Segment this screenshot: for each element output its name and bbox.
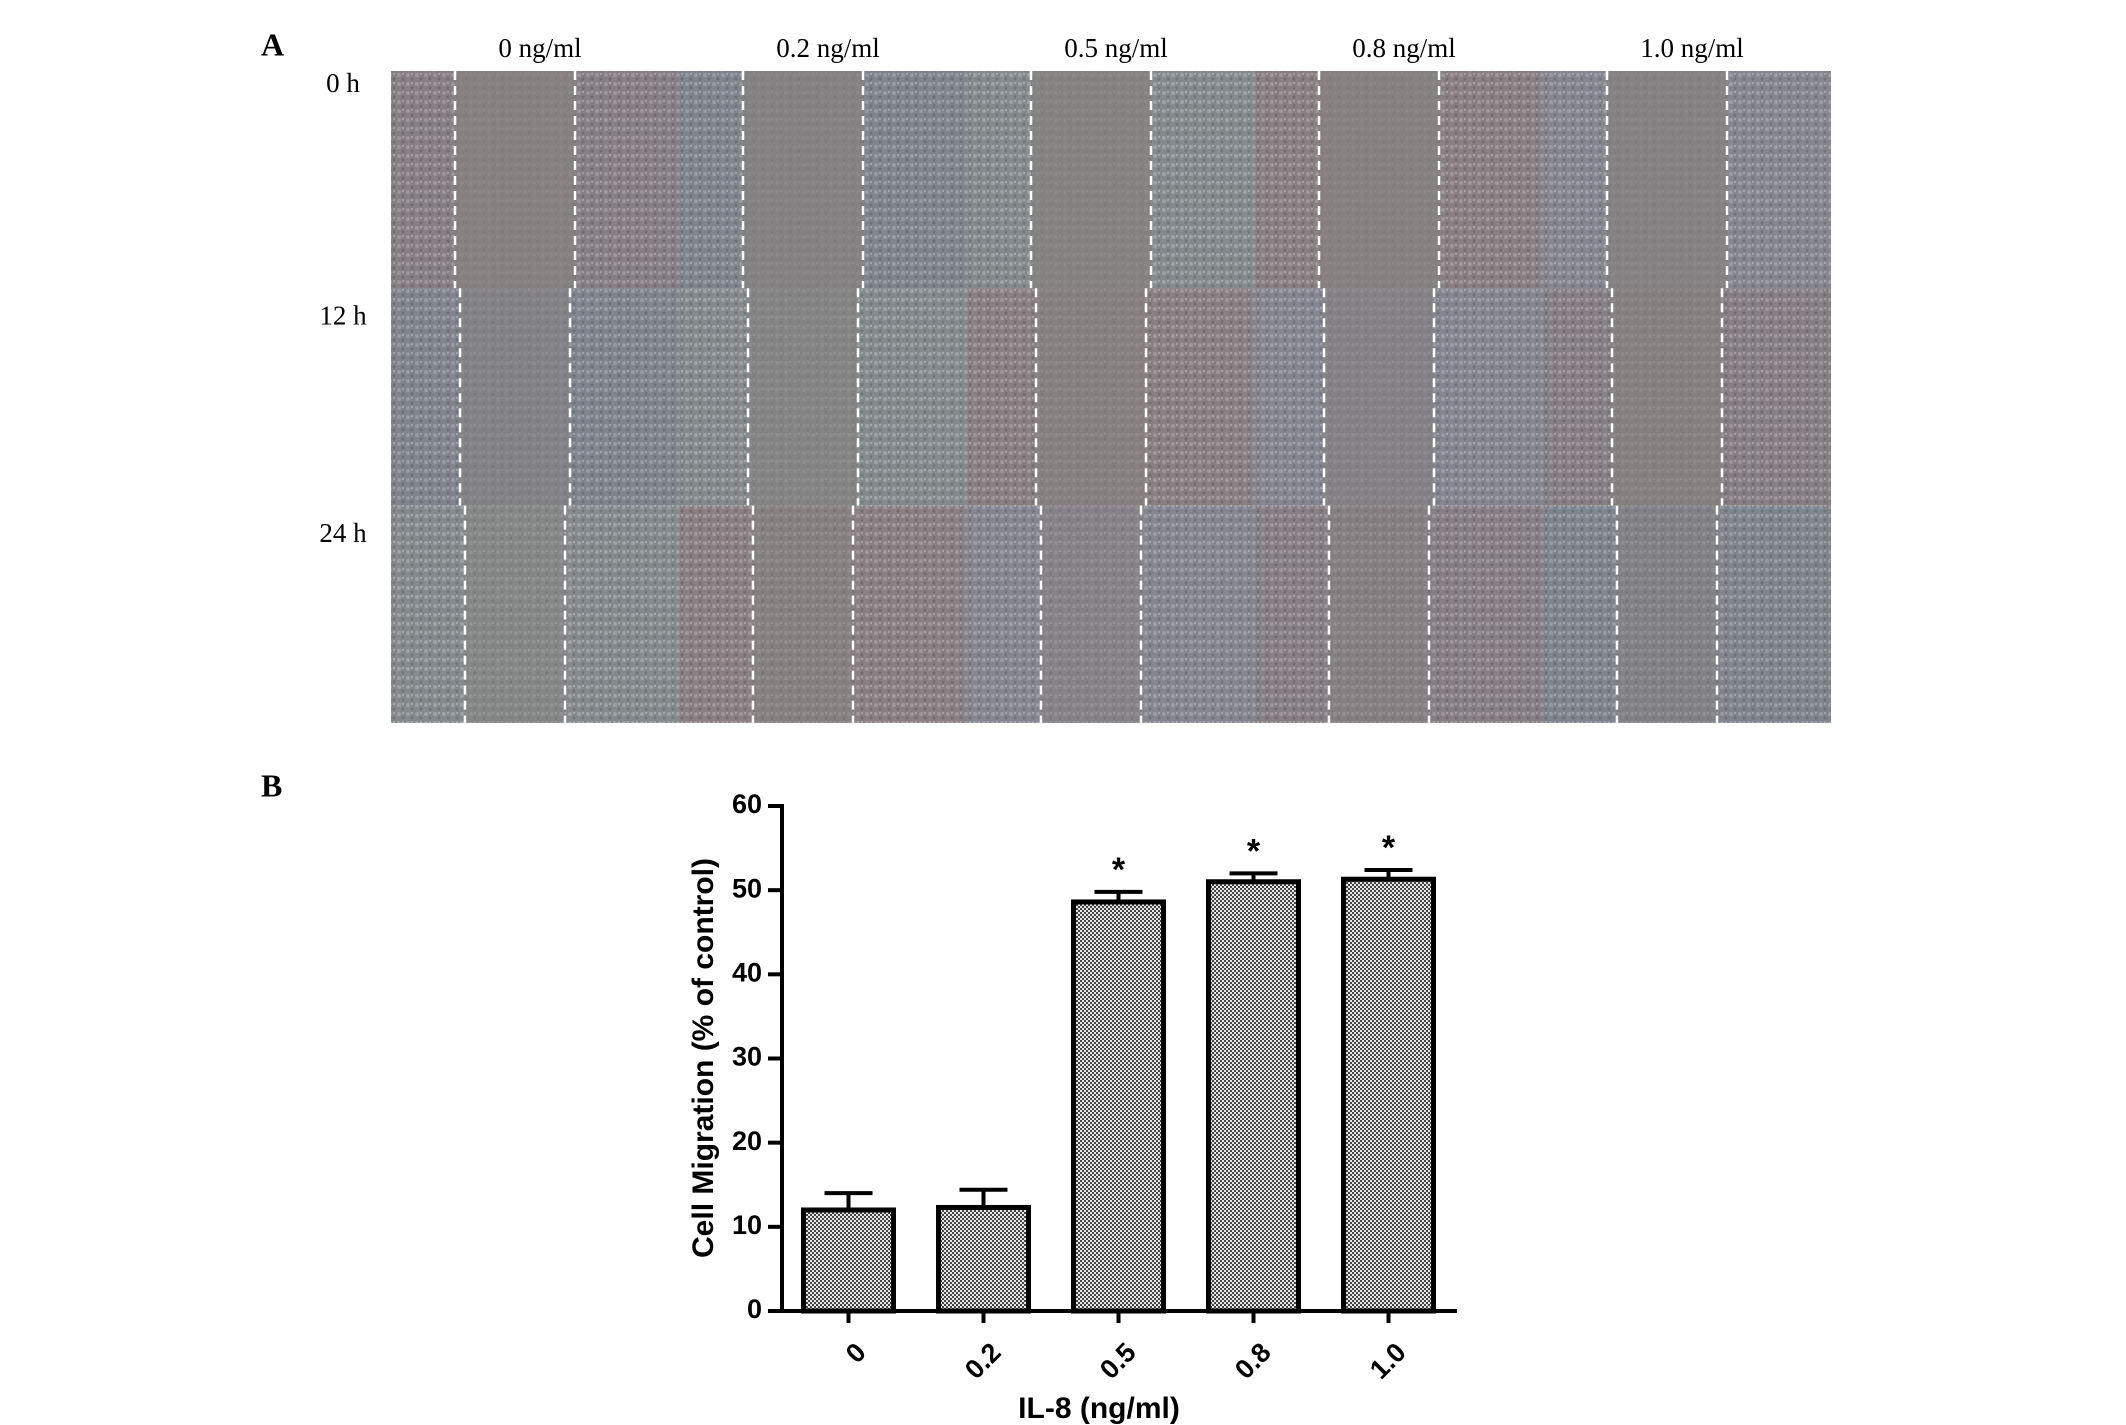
row-label: 24 h [319, 518, 367, 548]
wound-gap [1607, 71, 1727, 289]
panel-label: A [261, 26, 284, 62]
x-tick-label: 0 [840, 1337, 872, 1369]
wound-gap [1031, 71, 1151, 289]
wound-gap [1617, 505, 1717, 723]
wound-gap [1612, 288, 1722, 506]
y-tick-label: 10 [732, 1210, 762, 1240]
significance-marker: * [1247, 832, 1261, 870]
micrograph [391, 505, 679, 723]
y-axis-label: Cell Migration (% of control) [687, 858, 720, 1258]
micrograph-tint [679, 505, 967, 723]
row-label: 12 h [319, 301, 367, 331]
microscopy-grid: 0 h 12 h 24 h 0 ng/ml 0.2 ng/ml 0.5 ng/ml 0.8 … [319, 33, 1831, 723]
column-label: 0 ng/ml [498, 33, 581, 63]
wound-gap [743, 71, 863, 289]
bar [1071, 899, 1166, 1314]
significance-marker: * [1112, 851, 1126, 889]
micrograph-tint [967, 505, 1255, 723]
y-tick-label: 60 [732, 789, 762, 819]
wound-gap [1324, 288, 1434, 506]
x-tick-label: 0.8 [1229, 1337, 1277, 1385]
error-bar [824, 1191, 873, 1210]
micrograph-tint [391, 505, 679, 723]
wound-gap [753, 505, 853, 723]
y-tick-label: 30 [732, 1042, 762, 1072]
panel-label: B [261, 767, 282, 803]
micrograph [967, 505, 1255, 723]
column-label: 1.0 ng/ml [1640, 33, 1744, 63]
wound-gap [1329, 505, 1429, 723]
wound-gap [748, 288, 858, 506]
micrograph-tint [1255, 505, 1543, 723]
column-label: 0.2 ng/ml [776, 33, 880, 63]
micrograph [1543, 505, 1831, 723]
micrograph-tint [1543, 505, 1831, 723]
bar [801, 1207, 896, 1314]
wound-gap [460, 288, 570, 506]
x-tick-label: 1.0 [1364, 1337, 1412, 1385]
bar [1341, 876, 1436, 1314]
bar [936, 1204, 1031, 1314]
wound-gap [455, 71, 575, 289]
error-bar [959, 1187, 1008, 1208]
y-tick-label: 50 [732, 873, 762, 903]
y-tick-label: 20 [732, 1126, 762, 1156]
y-tick-label: 0 [747, 1294, 762, 1324]
bar-chart: 0 10 20 30 40 50 60 Cell Migration (% of contro… [687, 789, 1457, 1425]
micrograph [1255, 505, 1543, 723]
x-tick-label: 0.5 [1094, 1337, 1142, 1385]
column-label: 0.5 ng/ml [1064, 33, 1168, 63]
row-label: 0 h [326, 68, 360, 98]
bar [1206, 879, 1301, 1314]
column-label: 0.8 ng/ml [1352, 33, 1456, 63]
significance-marker: * [1382, 829, 1396, 867]
x-axis-label: IL-8 (ng/ml) [1018, 1392, 1180, 1425]
y-tick-label: 40 [732, 957, 762, 987]
wound-gap [1041, 505, 1141, 723]
micrograph [679, 505, 967, 723]
x-tick-label: 0.2 [959, 1337, 1007, 1385]
wound-gap [465, 505, 565, 723]
wound-gap [1036, 288, 1146, 506]
wound-gap [1319, 71, 1439, 289]
